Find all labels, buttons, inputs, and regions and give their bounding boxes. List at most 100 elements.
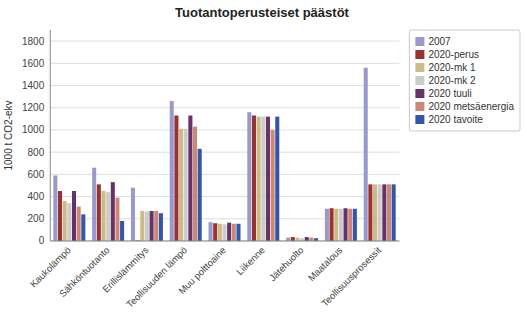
bar [77,207,81,241]
legend-swatch [415,115,424,124]
bar [58,191,62,241]
legend-label: 2020-mk 2 [428,75,476,86]
y-tick-label: 1000 [22,124,45,135]
bar [232,224,236,241]
y-tick-label: 400 [28,191,45,202]
bar [92,168,96,241]
grid-line [50,85,399,86]
y-tick-label: 1800 [22,36,45,47]
legend-swatch [415,37,424,46]
y-tick-label: 600 [28,169,45,180]
bar [261,117,265,241]
legend-label: 2020 tavoite [428,114,483,125]
legend-swatch [415,50,424,59]
bar [111,182,115,241]
legend-label: 2020 tuuli [428,88,471,99]
grid-line [50,240,399,241]
background [0,0,524,318]
bar [81,214,85,241]
bar [67,203,71,241]
legend-label: 2020 metsäenergia [428,101,514,112]
bar [140,211,144,241]
y-axis-line [50,30,51,241]
grid-line [50,63,399,64]
bar [353,209,357,241]
y-tick-label: 1200 [22,102,45,113]
bar [159,213,163,241]
chart: Tuotantoperusteiset päästöt 0 200 400 600 800… [0,0,524,318]
bar [174,116,178,241]
bar [291,237,295,241]
legend-swatch [415,89,424,98]
bar [115,198,119,241]
legend: 2007 2020-perus 2020-mk 1 2020-mk 2 2020 tuu… [409,30,520,131]
bar [150,211,154,241]
grid-line [50,41,399,42]
legend-swatch [415,102,424,111]
x-tick-label: Jätehuolto [267,244,306,283]
bar [334,209,338,241]
y-tick-label: 0 [39,235,45,246]
bar [373,184,377,241]
bar [209,222,213,241]
grid-line [50,129,399,130]
bar [266,117,270,241]
y-axis-label: 1000 t CO2-ekv [3,100,14,170]
bar [387,184,391,241]
x-tick-label: Muu polttoaine [176,244,228,296]
bar [188,116,192,241]
bar [131,188,135,241]
bar [392,184,396,241]
bar [364,68,368,241]
y-tick-label: 800 [28,147,45,158]
bar [179,129,183,241]
bar [368,184,372,241]
bar [72,191,76,241]
bar [170,101,174,241]
x-tick-label: Teollisuusprosessit [319,244,383,308]
bar [222,224,226,241]
grid [50,41,399,241]
legend-swatch [415,76,424,85]
bar [344,208,348,241]
bar [330,208,334,241]
bar [247,112,251,241]
bar [97,184,101,241]
y-tick-label: 1400 [22,80,45,91]
bar [348,209,352,241]
bar [106,192,110,241]
bar [382,184,386,241]
bar [305,237,309,241]
bar [275,117,279,241]
y-tick-label: 200 [28,213,45,224]
bar [378,184,382,241]
bar [145,212,149,241]
bar [53,175,57,241]
bar [193,127,197,241]
bar [63,201,67,241]
bar [236,224,240,241]
bars [53,68,395,241]
x-axis-line [50,240,399,241]
bar [271,130,275,241]
grid-line [50,107,399,108]
grid-line [50,152,399,153]
legend-box [409,30,520,131]
legend-label: 2020-perus [428,49,479,60]
legend-swatch [415,63,424,72]
legend-label: 2020-mk 1 [428,62,476,73]
bar [213,223,217,241]
title: Tuotantoperusteiset päästöt [175,5,350,20]
x-tick-label: Teollisuuden lämpö [124,244,189,309]
legend-label: 2007 [428,36,451,47]
bar [339,209,343,241]
bar [198,149,202,241]
bar [184,129,188,241]
y-tick-label: 1600 [22,58,45,69]
bar [120,221,124,241]
bar [325,209,329,241]
grid-line [50,174,399,175]
bar [227,223,231,241]
bar [252,116,256,241]
bar [101,191,105,241]
